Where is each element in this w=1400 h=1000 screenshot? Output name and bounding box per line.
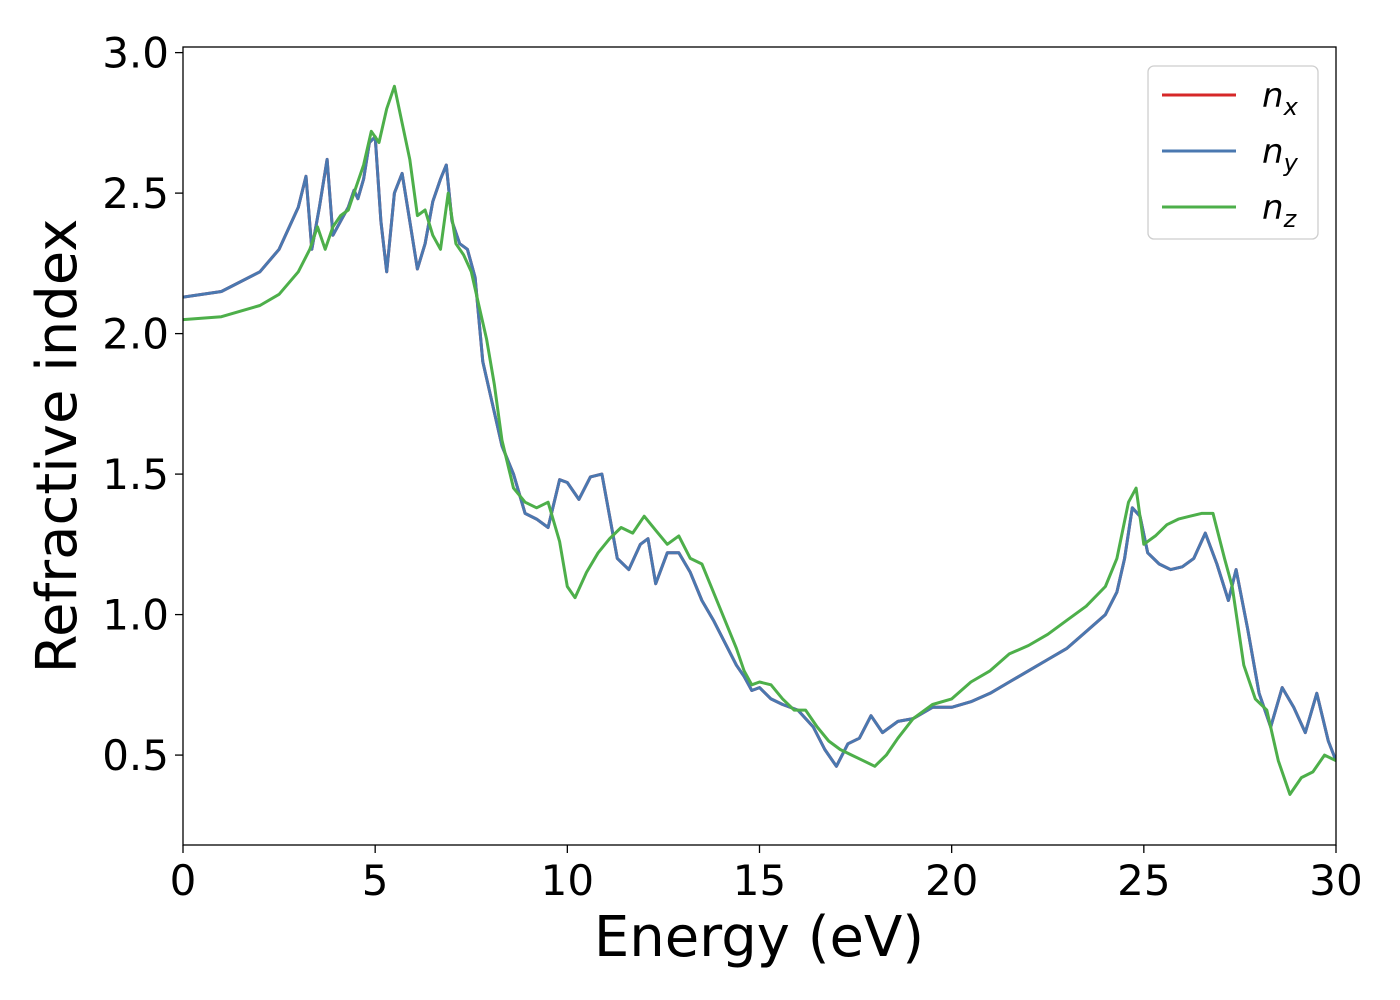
- x-tick-label: 0: [170, 856, 197, 905]
- x-tick-label: 15: [733, 856, 786, 905]
- series-line-y: [183, 135, 1336, 768]
- y-tick-label: 3.0: [102, 29, 169, 78]
- legend-label-z: nz: [1262, 188, 1298, 233]
- legend-label-x: nx: [1262, 76, 1299, 121]
- series-line-z: [183, 84, 1336, 796]
- y-tick-label: 2.5: [102, 169, 169, 218]
- x-axis-label: Energy (eV): [594, 905, 924, 970]
- x-tick-label: 10: [541, 856, 594, 905]
- y-axis: 0.5 1.0 1.5 2.0 2.5 3.0: [102, 29, 183, 780]
- x-tick-label: 30: [1309, 856, 1362, 905]
- y-tick-label: 2.0: [102, 310, 169, 359]
- y-tick-label: 1.5: [102, 450, 169, 499]
- y-tick-label: 0.5: [102, 731, 169, 780]
- y-axis-label: Refractive index: [25, 219, 90, 674]
- legend-label-y: ny: [1262, 132, 1299, 177]
- x-axis: 0 5 10 15 20 25 30: [170, 845, 1363, 905]
- y-tick-label: 1.0: [102, 591, 169, 640]
- x-tick-label: 20: [925, 856, 978, 905]
- legend: nx ny nz: [1147, 65, 1319, 240]
- x-tick-label: 25: [1117, 856, 1170, 905]
- x-tick-label: 5: [362, 856, 389, 905]
